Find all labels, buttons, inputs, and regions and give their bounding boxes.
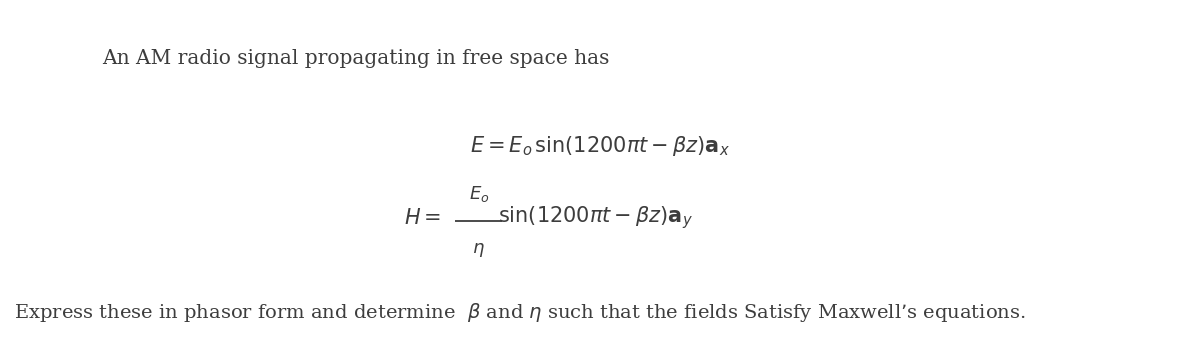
Text: Express these in phasor form and determine  $\beta$ and $\eta$ such that the fie: Express these in phasor form and determi… xyxy=(14,300,1026,324)
Text: $\sin(1200\pi t - \beta z)\mathbf{a}_y$: $\sin(1200\pi t - \beta z)\mathbf{a}_y$ xyxy=(498,204,694,231)
Text: $\eta$: $\eta$ xyxy=(473,241,485,259)
Text: $E = E_o\,\sin(1200\pi t - \beta z)\mathbf{a}_x$: $E = E_o\,\sin(1200\pi t - \beta z)\math… xyxy=(470,134,730,158)
Text: An AM radio signal propagating in free space has: An AM radio signal propagating in free s… xyxy=(102,49,610,68)
Text: $E_o$: $E_o$ xyxy=(468,184,490,204)
Text: $H = $: $H = $ xyxy=(404,208,442,228)
